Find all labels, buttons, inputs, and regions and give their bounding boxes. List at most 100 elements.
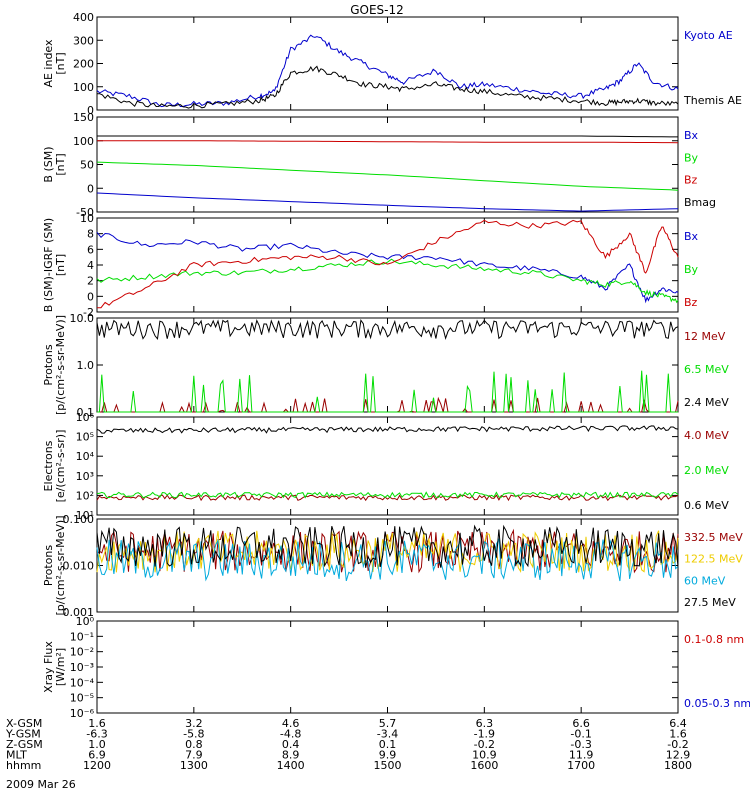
- y-axis-label: [nT]: [54, 254, 67, 276]
- series-protons_high-3: [96, 524, 679, 568]
- y-tick-label: 400: [73, 11, 94, 24]
- orbit-value: 1800: [664, 759, 692, 772]
- orbit-value: 1600: [470, 759, 498, 772]
- y-axis-label: [nT]: [54, 52, 67, 74]
- series-protons_high-1: [96, 530, 679, 573]
- y-axis-label: Xray Flux: [42, 641, 55, 693]
- orbit-value: -0.1: [570, 728, 591, 741]
- series-protons_low-2: [96, 318, 679, 341]
- y-axis-label: [e/(cm²-s-sr)]: [54, 430, 67, 503]
- panel-protons_high: 0.001 0.010 0.100 Protons [p/(cm²-s-sr-MeV)]…: [42, 513, 743, 619]
- y-axis-label: B (SM): [42, 146, 55, 182]
- y-tick-label: 8: [87, 228, 94, 241]
- legend-bsm-2: Bz: [684, 174, 698, 187]
- orbit-value: 7.9: [185, 749, 203, 762]
- legend-protons_high-1: 122.5 MeV: [684, 553, 743, 566]
- legend-xray-0: 0.1-0.8 nm: [684, 633, 744, 646]
- y-tick-label: 0: [87, 104, 94, 117]
- y-tick-label: 10¹: [76, 509, 94, 522]
- series-protons_low-1: [97, 370, 678, 413]
- orbit-value: 11.9: [569, 749, 594, 762]
- panel-protons_low: 0.1 1.0 10.0 Protons [p/(cm²-s-sr-MeV)] 12 Me…: [42, 312, 729, 419]
- legend-protons_high-3: 27.5 MeV: [684, 596, 736, 609]
- y-tick-label: 0.100: [63, 513, 95, 526]
- series-protons_high-2: [96, 537, 679, 582]
- legend-protons_low-2: 2.4 MeV: [684, 396, 729, 409]
- series-bsm-3: [97, 135, 678, 138]
- panel-frame: [96, 620, 679, 714]
- panel-frame: [96, 317, 679, 413]
- orbit-value: -0.2: [474, 738, 495, 751]
- legend-bdiff-0: Bx: [684, 230, 699, 243]
- y-axis-label: [p/(cm²-s-sr-MeV)]: [54, 315, 67, 415]
- orbit-value: 1.6: [669, 728, 687, 741]
- y-tick-label: 150: [73, 111, 94, 124]
- series-bdiff-1: [96, 258, 679, 304]
- panel-electrons: 10¹ 10² 10³ 10⁴ 10⁵ 10⁶ Electrons [e/(cm²-s-sr)…: [42, 411, 729, 522]
- y-tick-label: 4: [87, 259, 94, 272]
- orbit-value: 1.6: [88, 717, 106, 730]
- panel-bsm: -50 0 50 100 150 B (SM) [nT] Bx By Bz Bmag: [42, 111, 716, 219]
- y-axis-label: B (SM)-IGRF (SM): [42, 218, 55, 312]
- y-tick-label: 10⁻⁵: [70, 692, 94, 705]
- y-tick-label: 10⁻⁴: [70, 676, 95, 689]
- y-tick-label: 10⁰: [76, 615, 95, 628]
- orbit-value: 1200: [83, 759, 111, 772]
- orbit-value: 1300: [180, 759, 208, 772]
- y-tick-label: 10⁻¹: [70, 630, 94, 643]
- orbit-value: 6.9: [88, 749, 106, 762]
- series-electrons-2: [96, 425, 679, 434]
- panel-frame: [96, 217, 679, 313]
- orbit-value: 3.2: [185, 717, 203, 730]
- legend-bsm-0: Bx: [684, 129, 699, 142]
- y-tick-label: 2: [87, 275, 94, 288]
- y-tick-label: 0.010: [63, 560, 95, 573]
- orbit-value: 6.4: [669, 717, 687, 730]
- y-tick-label: 10⁻³: [70, 661, 94, 674]
- panel-frame: [96, 16, 679, 111]
- orbit-value: 1.0: [88, 738, 106, 751]
- orbit-value: 1500: [374, 759, 402, 772]
- series-ae-1: [97, 65, 679, 109]
- series-bsm-0: [96, 192, 679, 212]
- orbit-value: 1700: [567, 759, 595, 772]
- series-bsm-1: [96, 161, 679, 191]
- y-axis-label: [nT]: [54, 153, 67, 175]
- date-label: 2009 Mar 26: [6, 778, 76, 791]
- orbit-value: 10.9: [472, 749, 497, 762]
- y-tick-label: 0.001: [63, 606, 95, 619]
- series-bdiff-2: [97, 219, 679, 309]
- y-tick-label: 0.1: [77, 406, 95, 419]
- y-axis-label: Protons: [42, 344, 55, 385]
- orbit-value: 9.9: [379, 749, 397, 762]
- y-tick-label: 200: [73, 58, 94, 71]
- orbit-row-label: Z-GSM: [6, 738, 43, 751]
- legend-electrons-2: 0.6 MeV: [684, 499, 729, 512]
- orbit-value: 0.4: [282, 738, 300, 751]
- y-tick-label: 50: [80, 159, 94, 172]
- y-axis-label: [W/m²]: [54, 648, 67, 686]
- orbit-value: 0.1: [379, 738, 397, 751]
- orbit-value: -4.8: [280, 728, 301, 741]
- y-tick-label: 0: [87, 182, 94, 195]
- y-tick-label: 10: [80, 212, 94, 225]
- legend-bdiff-1: By: [684, 263, 699, 276]
- orbit-value: 8.9: [282, 749, 300, 762]
- y-tick-label: 10²: [76, 489, 94, 502]
- y-tick-label: 10⁴: [76, 450, 95, 463]
- y-axis-label: Electrons: [42, 440, 55, 491]
- series-bdiff-0: [96, 231, 679, 304]
- legend-xray-1: 0.05-0.3 nm: [684, 697, 750, 710]
- plot-title: GOES-12: [350, 3, 404, 17]
- orbit-row-label: MLT: [6, 749, 27, 762]
- y-tick-label: 100: [73, 81, 94, 94]
- legend-protons_low-1: 6.5 MeV: [684, 363, 729, 376]
- series-electrons-1: [96, 491, 679, 499]
- orbit-value: -5.8: [183, 728, 204, 741]
- panel-frame: [96, 416, 679, 516]
- legend-electrons-0: 4.0 MeV: [684, 429, 729, 442]
- y-tick-label: 0: [87, 290, 94, 303]
- orbit-value: 0.8: [185, 738, 203, 751]
- orbit-row-label: Y-GSM: [5, 728, 41, 741]
